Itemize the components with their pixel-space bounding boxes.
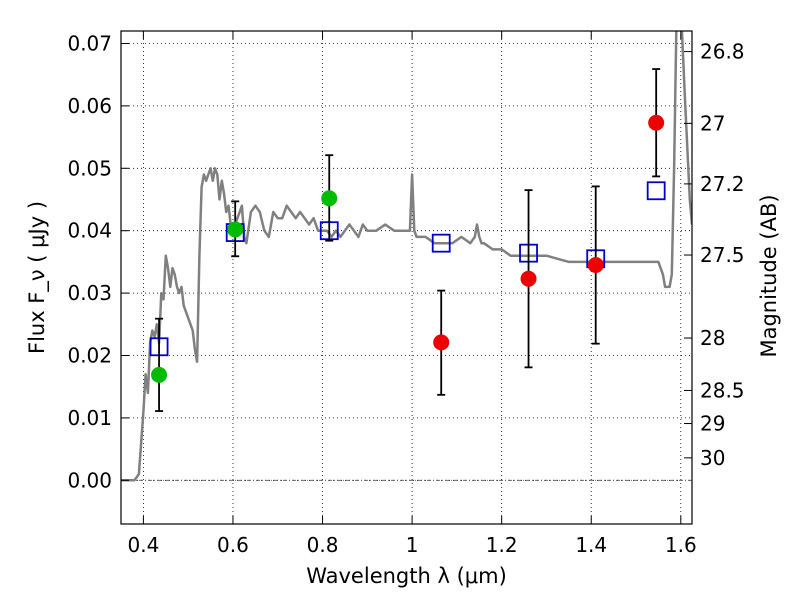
right-tick-label: 28.5: [700, 378, 745, 402]
observed-flux-point: [151, 366, 168, 383]
observed-flux-point: [321, 190, 338, 207]
y-tick-label: 0.07: [67, 31, 112, 55]
grid: [121, 31, 692, 524]
y-tick-label: 0.00: [67, 468, 112, 492]
x-tick-label: 1.4: [575, 533, 607, 557]
observed-flux-point: [520, 270, 537, 287]
y-tick-label: 0.05: [67, 156, 112, 180]
model-flux-square: [431, 233, 451, 253]
x-tick-label: 1.2: [486, 533, 518, 557]
y-tick-label: 0.04: [67, 219, 112, 243]
right-tick-label: 27.2: [700, 172, 745, 196]
right-tick-label: 27: [700, 111, 725, 135]
right-tick-label: 27.5: [700, 243, 745, 267]
x-tick-label: 0.4: [127, 533, 159, 557]
axis-labels: Wavelength λ (μm) Flux F_ν ( μJy ) Magni…: [25, 194, 781, 588]
right-tick-label: 28: [700, 326, 725, 350]
observed-flux-point: [433, 334, 450, 351]
x-tick-label: 0.6: [217, 533, 249, 557]
x-tick-label: 0.8: [307, 533, 339, 557]
y-tick-label: 0.06: [67, 94, 112, 118]
axis-ticks: 0.4 0.6 0.8 1 1.2 1.4 1.6 0.00 0.01 0.02 0.03 0.04 0…: [67, 31, 745, 557]
right-tick-label: 26.8: [700, 40, 745, 64]
observed-flux-point: [648, 114, 665, 131]
observed-flux-point: [587, 257, 604, 274]
observed-flux-point: [227, 221, 244, 238]
x-tick-label: 1: [406, 533, 419, 557]
y-axis-label: Flux F_ν ( μJy ): [25, 201, 50, 354]
y-tick-label: 0.02: [67, 344, 112, 368]
right-tick-label: 30: [700, 446, 725, 470]
plot-frame: [120, 30, 693, 525]
sed-model-line: [121, 31, 692, 482]
y-axis-right-label: Magnitude (AB): [757, 194, 781, 357]
y-tick-label: 0.01: [67, 406, 112, 430]
x-axis-label: Wavelength λ (μm): [306, 564, 507, 588]
x-tick-label: 1.6: [665, 533, 697, 557]
y-tick-label: 0.03: [67, 281, 112, 305]
plot-area: [121, 31, 692, 482]
right-tick-label: 29: [700, 412, 725, 436]
model-flux-square: [646, 181, 666, 201]
